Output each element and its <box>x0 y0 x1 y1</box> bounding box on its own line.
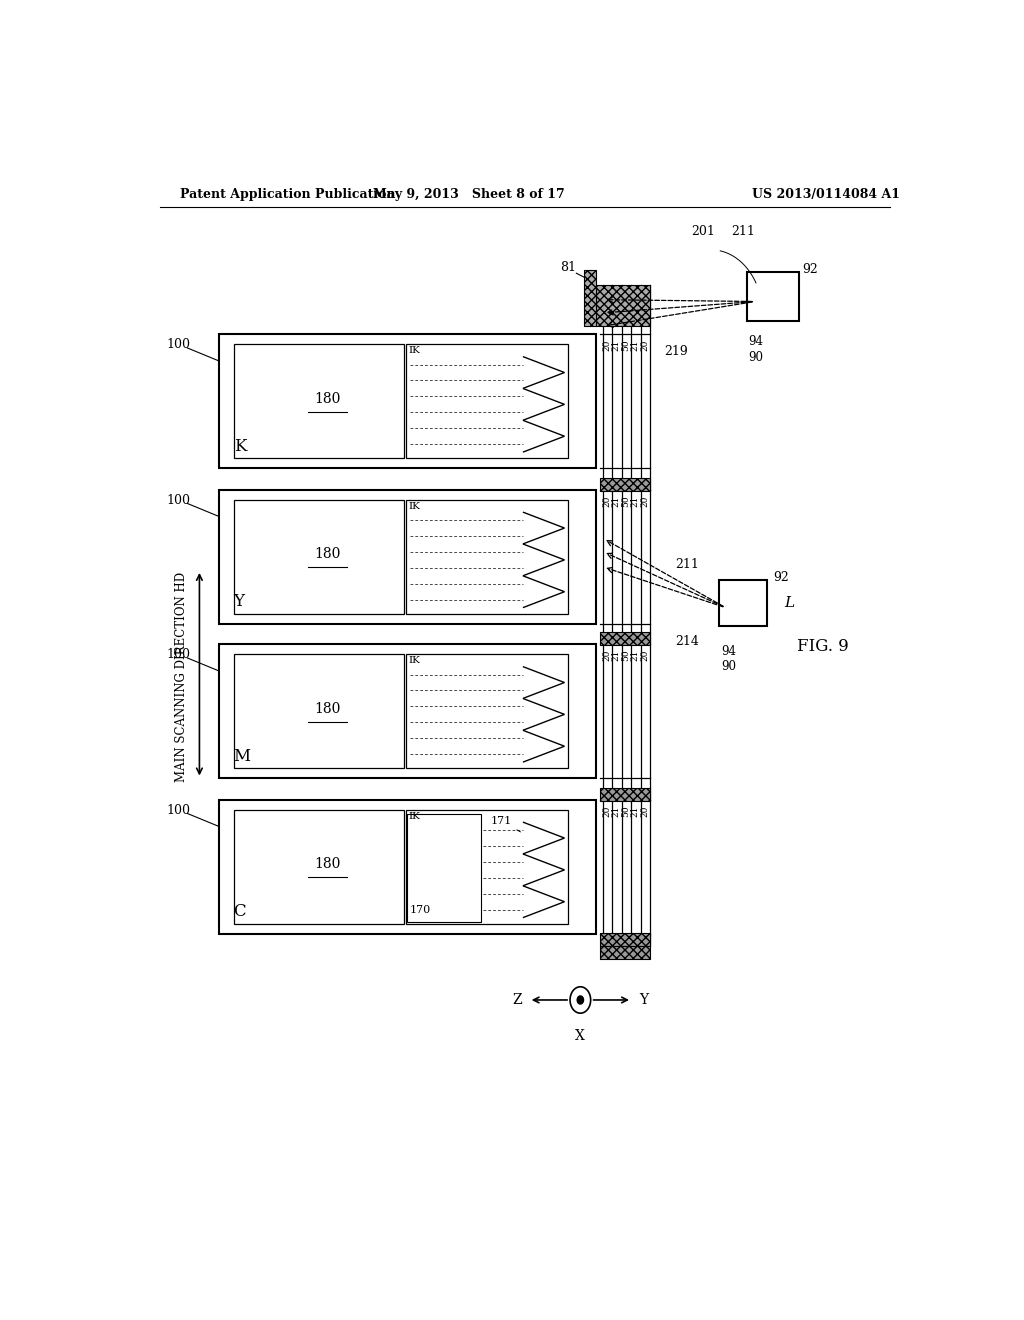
Text: 21: 21 <box>611 495 621 507</box>
Bar <box>219 334 596 469</box>
Text: Y: Y <box>639 993 648 1007</box>
Bar <box>600 933 650 946</box>
Text: 81: 81 <box>560 260 577 273</box>
Text: 50: 50 <box>622 495 630 507</box>
Text: 180: 180 <box>314 857 341 871</box>
Text: 21: 21 <box>611 805 621 817</box>
Text: 100: 100 <box>166 338 190 351</box>
Bar <box>233 810 404 924</box>
Bar <box>219 800 596 935</box>
Text: 20: 20 <box>640 805 649 817</box>
Bar <box>596 285 650 326</box>
Text: C: C <box>233 903 246 920</box>
Text: 21: 21 <box>631 805 640 817</box>
Circle shape <box>578 995 584 1005</box>
Text: 180: 180 <box>314 392 341 405</box>
Text: FIG. 9: FIG. 9 <box>797 638 849 655</box>
Text: K: K <box>233 437 246 454</box>
Text: 171: 171 <box>490 816 520 832</box>
Bar <box>233 655 404 768</box>
Bar <box>233 345 404 458</box>
Text: L: L <box>784 597 795 610</box>
Text: 214: 214 <box>676 635 699 648</box>
Text: IK: IK <box>409 656 421 665</box>
Bar <box>600 632 650 645</box>
Bar <box>748 272 799 321</box>
Bar <box>406 500 568 614</box>
Bar <box>233 500 404 614</box>
Text: 20: 20 <box>640 495 649 507</box>
Text: 20: 20 <box>602 495 611 507</box>
Text: IK: IK <box>409 812 421 821</box>
Text: 50: 50 <box>622 805 630 817</box>
Bar <box>600 788 650 801</box>
Bar <box>219 644 596 779</box>
Text: 20: 20 <box>602 805 611 817</box>
Bar <box>600 946 650 960</box>
Text: 100: 100 <box>166 648 190 661</box>
Text: 20: 20 <box>602 339 611 351</box>
Text: 21: 21 <box>631 339 640 351</box>
Text: 90: 90 <box>722 660 736 673</box>
Text: 21: 21 <box>631 649 640 661</box>
Text: IK: IK <box>409 346 421 355</box>
Text: 94: 94 <box>722 645 736 657</box>
Text: 201: 201 <box>691 226 716 238</box>
Text: 50: 50 <box>622 649 630 661</box>
Text: 180: 180 <box>314 548 341 561</box>
Bar <box>219 490 596 624</box>
Text: 21: 21 <box>631 495 640 507</box>
Text: 20: 20 <box>640 649 649 661</box>
Text: May 9, 2013   Sheet 8 of 17: May 9, 2013 Sheet 8 of 17 <box>374 189 565 202</box>
Text: 211: 211 <box>676 558 699 572</box>
Text: 92: 92 <box>773 570 788 583</box>
Text: 170: 170 <box>410 904 431 915</box>
Bar <box>719 581 767 626</box>
Text: 90: 90 <box>749 351 764 364</box>
Text: 219: 219 <box>664 345 687 358</box>
Text: 94: 94 <box>749 335 764 348</box>
Bar <box>406 345 568 458</box>
Text: Z: Z <box>512 993 521 1007</box>
Text: 100: 100 <box>166 804 190 817</box>
Text: 180: 180 <box>314 702 341 715</box>
Text: Patent Application Publication: Patent Application Publication <box>179 189 395 202</box>
Text: US 2013/0114084 A1: US 2013/0114084 A1 <box>753 189 900 202</box>
Text: Y: Y <box>233 593 245 610</box>
Text: IK: IK <box>409 502 421 511</box>
Text: 21: 21 <box>611 339 621 351</box>
Text: MAIN SCANNING DIRECTION HD: MAIN SCANNING DIRECTION HD <box>175 572 188 781</box>
Bar <box>406 655 568 768</box>
Bar <box>600 478 650 491</box>
Text: 21: 21 <box>611 649 621 661</box>
Text: 211: 211 <box>731 226 755 238</box>
Text: 50: 50 <box>622 339 630 351</box>
Text: 100: 100 <box>166 494 190 507</box>
Bar <box>408 814 480 921</box>
Text: M: M <box>233 747 251 764</box>
Text: 92: 92 <box>803 263 818 276</box>
Bar <box>585 271 596 326</box>
Bar <box>406 810 568 924</box>
Text: X: X <box>575 1028 586 1043</box>
Text: 20: 20 <box>602 649 611 661</box>
Text: 20: 20 <box>640 339 649 351</box>
